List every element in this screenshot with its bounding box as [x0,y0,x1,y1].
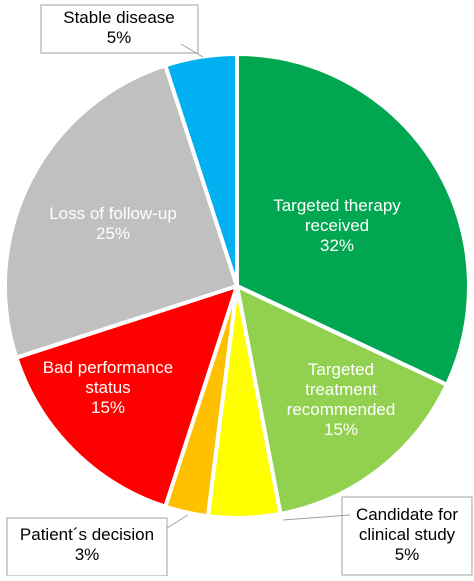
callout-box-6 [40,4,199,54]
pie-slice-6 [163,52,239,288]
slice-label-line: recommended [287,400,396,419]
slice-value-label: 15% [91,398,125,417]
callout-box-3 [6,517,168,577]
slice-label-line: Targeted [308,360,374,379]
slice-label-3: Patient´s decision 3% [20,525,154,564]
slice-label-line: Loss of follow-up [49,204,177,223]
slice-label-2: Candidate for clinical study 5% [356,505,458,564]
slice-label-line: Patient´s decision [20,525,154,544]
pie-labels: Targeted therapy received 32% Targeted treat… [20,8,458,564]
slice-label-1: Targeted treatment recommended 15% [287,360,396,439]
pie-slices [3,52,471,520]
slice-value-label: 15% [324,420,358,439]
callout-leader-2 [282,514,351,521]
slice-label-line: received [305,216,369,235]
callout-box-2 [341,496,473,576]
pie-slice-5 [3,63,239,360]
slice-value-label: 25% [96,224,130,243]
slice-label-line: status [85,378,130,397]
slice-label-line: Bad performance [43,358,173,377]
slice-value-label: 5% [395,545,420,564]
slice-label-4: Bad performance status 15% [43,358,173,417]
slice-label-0: Targeted therapy received 32% [273,196,401,255]
callout-leader-3 [166,514,189,529]
slice-label-5: Loss of follow-up 25% [49,204,177,243]
slice-label-line: treatment [305,380,377,399]
slice-label-line: Stable disease [63,8,175,27]
slice-value-label: 32% [320,236,354,255]
slice-label-line: clinical study [359,525,456,544]
slice-value-label: 3% [75,545,100,564]
slice-value-label: 5% [107,28,132,47]
callout-leader-6 [180,43,204,58]
slice-label-6: Stable disease 5% [63,8,175,47]
slice-label-line: Targeted therapy [273,196,401,215]
pie-slice-0 [235,52,471,387]
pie-callouts [6,4,473,577]
slice-label-line: Candidate for [356,505,458,524]
pie-slice-1 [235,284,449,516]
